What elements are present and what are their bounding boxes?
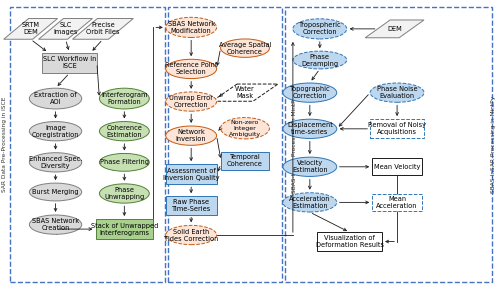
- Text: Topographic
Correction: Topographic Correction: [290, 86, 330, 99]
- Text: SAR Data Pre-Processing in ISCE: SAR Data Pre-Processing in ISCE: [2, 97, 6, 192]
- Ellipse shape: [166, 17, 216, 38]
- Text: Precise
Orbit Files: Precise Orbit Files: [86, 22, 120, 35]
- Polygon shape: [212, 84, 278, 101]
- Text: Reference Point
Selection: Reference Point Selection: [165, 62, 218, 75]
- Ellipse shape: [100, 184, 150, 203]
- FancyBboxPatch shape: [318, 232, 382, 251]
- Ellipse shape: [293, 19, 346, 39]
- Text: Phase Noise
Evaluation: Phase Noise Evaluation: [377, 86, 418, 99]
- Text: Phase Filtering: Phase Filtering: [100, 159, 149, 165]
- Ellipse shape: [166, 225, 216, 245]
- Ellipse shape: [283, 83, 337, 102]
- Polygon shape: [72, 18, 134, 39]
- Text: Stack of Unwrapped
Interferograms: Stack of Unwrapped Interferograms: [90, 223, 158, 236]
- Ellipse shape: [283, 193, 337, 212]
- Ellipse shape: [100, 122, 150, 141]
- Ellipse shape: [370, 83, 424, 102]
- Ellipse shape: [166, 92, 216, 111]
- Text: Mean Velocity: Mean Velocity: [374, 164, 420, 170]
- Ellipse shape: [30, 153, 82, 172]
- Ellipse shape: [220, 39, 270, 57]
- Text: Network
Inversion: Network Inversion: [176, 129, 206, 142]
- Ellipse shape: [283, 119, 337, 139]
- Text: Enhanced Spec.
Diversity: Enhanced Spec. Diversity: [29, 156, 82, 169]
- Text: SLC Workflow in
ISCE: SLC Workflow in ISCE: [43, 57, 96, 69]
- Ellipse shape: [166, 126, 216, 145]
- Text: Velocity
Estimation: Velocity Estimation: [292, 160, 328, 173]
- Text: Assessment of
Inversion Quality: Assessment of Inversion Quality: [163, 168, 220, 181]
- Text: Removal of Noisy
Acquisitions: Removal of Noisy Acquisitions: [368, 122, 426, 135]
- FancyBboxPatch shape: [372, 158, 422, 176]
- Text: SBAS Network
Modification: SBAS Network Modification: [168, 21, 214, 34]
- Ellipse shape: [166, 59, 216, 79]
- Text: Water
Mask: Water Mask: [235, 86, 255, 99]
- Text: Raw Phase
Time-Series: Raw Phase Time-Series: [172, 199, 211, 212]
- Text: Extraction of
AOI: Extraction of AOI: [34, 92, 77, 105]
- Text: Solid Earth
Tides Correction: Solid Earth Tides Correction: [164, 229, 218, 241]
- Ellipse shape: [30, 122, 82, 141]
- FancyBboxPatch shape: [222, 152, 268, 170]
- Ellipse shape: [30, 183, 82, 201]
- Text: Interferogram
Formation: Interferogram Formation: [101, 92, 148, 105]
- FancyBboxPatch shape: [42, 53, 97, 73]
- Text: Visualization of
Deformation Results: Visualization of Deformation Results: [316, 235, 384, 248]
- Text: Unwrap Error
Correction: Unwrap Error Correction: [169, 95, 213, 108]
- Text: SLC
Images: SLC Images: [54, 22, 78, 35]
- FancyBboxPatch shape: [96, 219, 153, 239]
- Text: Phase
Unwrapping: Phase Unwrapping: [104, 187, 144, 200]
- FancyBboxPatch shape: [372, 194, 422, 211]
- Polygon shape: [4, 18, 58, 39]
- Text: Tropospheric
Correction: Tropospheric Correction: [298, 22, 341, 35]
- Ellipse shape: [30, 88, 82, 109]
- FancyBboxPatch shape: [166, 164, 216, 184]
- Ellipse shape: [220, 117, 270, 139]
- Ellipse shape: [293, 51, 346, 69]
- Text: SBAS-InSAR Processing in MintPy: SBAS-InSAR Processing in MintPy: [292, 96, 298, 193]
- Text: Coherence
Estimation: Coherence Estimation: [106, 125, 142, 138]
- Polygon shape: [38, 18, 92, 39]
- Text: Non-zero
Integer
Ambiguity: Non-zero Integer Ambiguity: [229, 120, 261, 136]
- Text: Phase
Deramping: Phase Deramping: [301, 54, 339, 66]
- Ellipse shape: [100, 153, 150, 171]
- Text: Image
Coregistration: Image Coregistration: [32, 125, 80, 138]
- Text: SBAS-InSAR Processing in MintPy: SBAS-InSAR Processing in MintPy: [491, 96, 496, 193]
- FancyBboxPatch shape: [370, 119, 424, 139]
- Text: SBAS Network
Creation: SBAS Network Creation: [32, 218, 79, 231]
- Text: Average Spatial
Coherence: Average Spatial Coherence: [219, 42, 272, 55]
- Text: Acceleration
Estimation: Acceleration Estimation: [289, 196, 331, 209]
- Ellipse shape: [30, 215, 82, 234]
- Text: Burst Merging: Burst Merging: [32, 189, 79, 195]
- Text: Displacement
time-series: Displacement time-series: [287, 122, 333, 135]
- Text: Temporal
Coherence: Temporal Coherence: [227, 154, 263, 167]
- Text: SRTM
DEM: SRTM DEM: [22, 22, 40, 35]
- Ellipse shape: [283, 157, 337, 176]
- Polygon shape: [365, 20, 424, 38]
- Text: Mean
Acceleration: Mean Acceleration: [376, 196, 418, 209]
- Text: DEM: DEM: [387, 26, 402, 32]
- Ellipse shape: [100, 88, 150, 109]
- FancyBboxPatch shape: [166, 196, 216, 215]
